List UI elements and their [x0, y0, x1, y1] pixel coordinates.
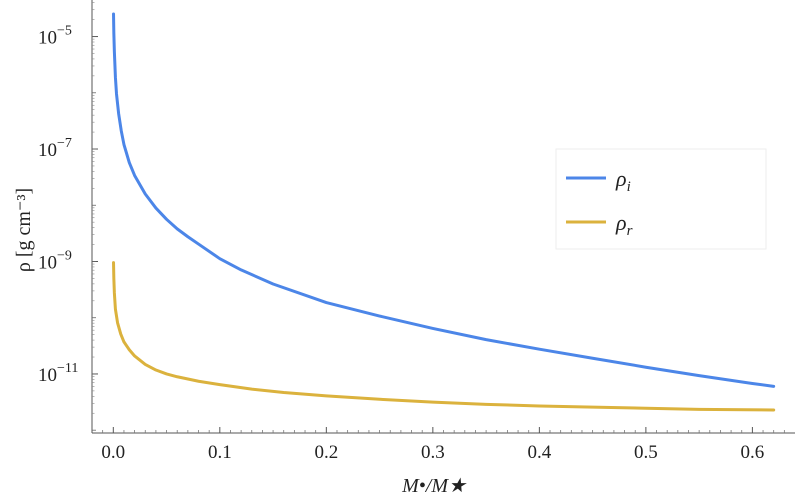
y-axis-title-text: ρ [g cm⁻³] — [13, 188, 35, 272]
legend: ρi ρr — [555, 148, 767, 250]
x-ticks: 0.0 0.1 0.2 0.3 0.4 0.5 0.6 — [101, 427, 785, 463]
x-tick-label: 0.3 — [421, 442, 445, 463]
y-tick-label: 10−5 — [38, 24, 72, 49]
series-line-rho-r — [112, 261, 776, 412]
legend-label-rho-i: ρi — [615, 166, 631, 195]
y-tick-label: 10−11 — [38, 361, 78, 386]
x-tick-label: 0.5 — [634, 442, 658, 463]
y-tick-label: 10−9 — [38, 248, 72, 273]
x-axis-title: M•/M★ — [401, 475, 467, 497]
series-line-rho-i — [112, 12, 776, 388]
x-tick-label: 0.6 — [741, 442, 765, 463]
y-tick-label: 10−7 — [38, 136, 72, 161]
x-tick-label: 0.1 — [208, 442, 232, 463]
legend-label-rho-r: ρr — [615, 210, 633, 239]
series-layer — [112, 12, 776, 412]
y-axis-title: ρ [g cm⁻³] — [13, 188, 35, 272]
x-axis-title-text: M•/M★ — [401, 475, 467, 497]
x-tick-label: 0.2 — [314, 442, 338, 463]
y-ticks: 10−5 10−7 10−9 10−11 — [38, 2, 98, 431]
x-tick-label: 0.4 — [527, 442, 551, 463]
legend-box — [555, 148, 767, 250]
x-tick-label: 0.0 — [101, 442, 125, 463]
